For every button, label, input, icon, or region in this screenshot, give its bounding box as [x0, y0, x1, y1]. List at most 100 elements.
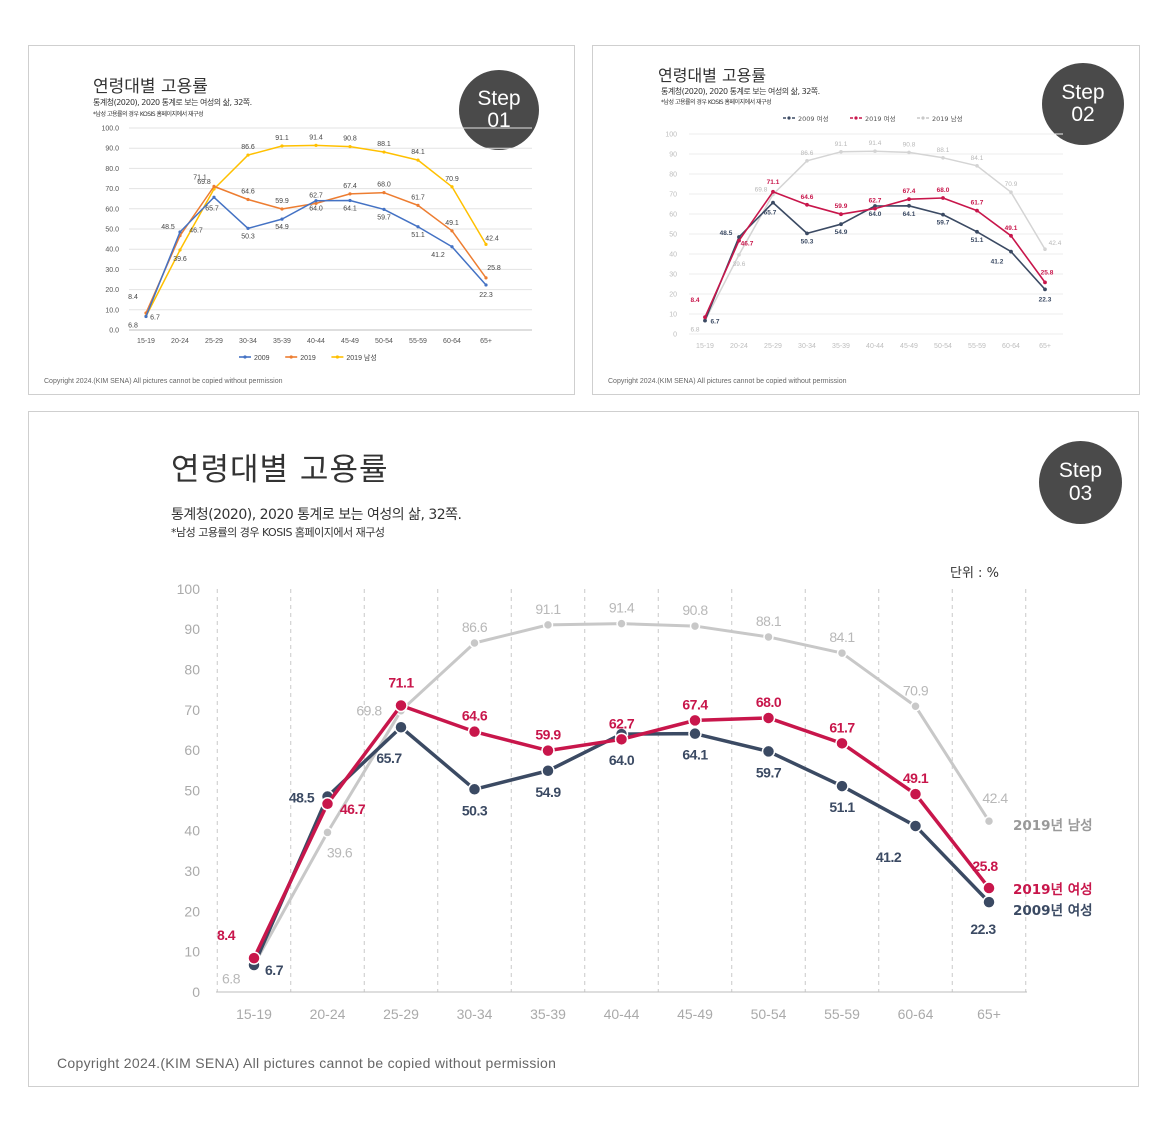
step-badge: Step 03 [1039, 441, 1122, 524]
data-label: 6.7 [150, 314, 160, 321]
data-point [908, 787, 923, 801]
data-label: 22.3 [970, 921, 996, 937]
data-label: 59.9 [835, 203, 848, 210]
y-tick-label: 60 [669, 211, 677, 218]
data-point [1009, 249, 1013, 254]
y-tick-label: 70 [669, 191, 677, 198]
data-point [247, 951, 261, 965]
data-point [763, 631, 774, 643]
data-label: 64.6 [462, 708, 488, 724]
data-label: 46.7 [340, 801, 366, 817]
data-label: 88.1 [937, 147, 950, 154]
legend-label: 2019 [300, 355, 316, 362]
data-label: 22.3 [1039, 296, 1052, 303]
data-point [983, 815, 995, 827]
data-label: 64.1 [682, 747, 708, 763]
data-label: 68.0 [937, 187, 950, 194]
copyright: Copyright 2024.(KIM SENA) All pictures c… [608, 378, 847, 385]
data-point [1009, 190, 1013, 194]
data-point [348, 192, 352, 196]
data-point [941, 212, 945, 217]
chart-subtitle: 통계청(2020), 2020 통계로 보는 여성의 삶, 32쪽. [661, 87, 820, 96]
y-tick-label: 20 [669, 291, 677, 298]
data-label: 86.6 [801, 150, 814, 157]
data-point [737, 253, 741, 257]
x-tick-label: 40-44 [307, 338, 325, 345]
x-tick-label: 55-59 [968, 343, 986, 350]
data-point [280, 207, 284, 211]
data-label: 86.6 [241, 144, 255, 151]
data-label: 64.0 [609, 752, 635, 768]
y-tick-label: 30 [669, 271, 677, 278]
x-tick-label: 40-44 [604, 1006, 640, 1022]
data-point [1043, 247, 1047, 251]
data-point [469, 637, 480, 649]
data-point [144, 314, 148, 319]
end-label-female-2019: 2019년 여성 [1013, 881, 1093, 898]
y-tick-label: 80 [184, 662, 200, 678]
data-point [178, 230, 182, 234]
x-tick-label: 35-39 [832, 343, 850, 350]
data-label: 41.2 [876, 849, 902, 865]
data-label: 41.2 [431, 252, 445, 259]
y-tick-label: 70 [184, 702, 200, 718]
data-label: 6.8 [690, 326, 699, 333]
data-point [616, 618, 627, 629]
chart-title: 연령대별 고용률 [658, 66, 767, 85]
data-point [541, 743, 555, 758]
data-label: 6.7 [265, 962, 284, 978]
data-point [805, 159, 809, 163]
step-badge: Step 02 [1042, 63, 1124, 145]
data-point [212, 184, 216, 188]
data-point [910, 701, 921, 712]
end-label-female-2009: 2009년 여성 [1013, 902, 1093, 919]
data-point [542, 619, 554, 631]
data-point [907, 197, 911, 202]
x-tick-label: 35-39 [273, 338, 291, 345]
legend-marker [243, 355, 247, 359]
data-point [761, 711, 776, 725]
data-point [467, 782, 482, 797]
data-label: 61.7 [971, 200, 984, 207]
y-tick-label: 50.0 [105, 226, 119, 233]
data-label: 65.7 [764, 210, 777, 217]
data-label: 59.9 [275, 198, 289, 205]
data-point [839, 212, 843, 217]
data-point [394, 720, 408, 734]
x-tick-label: 55-59 [824, 1006, 860, 1022]
data-label: 65.7 [376, 750, 402, 766]
data-label: 64.0 [869, 211, 882, 218]
y-tick-label: 60 [184, 742, 200, 758]
chart-step-01: 0.0 10.0 20.0 30.0 40.0 50.0 60.0 70.0 80.0 90.0 1… [101, 125, 532, 362]
data-point [348, 144, 352, 149]
data-point [246, 226, 250, 230]
y-tick-label: 40.0 [105, 247, 119, 254]
copyright: Copyright 2024.(KIM SENA) All pictures c… [57, 1055, 557, 1071]
data-point [805, 231, 809, 236]
data-label: 6.8 [128, 322, 138, 329]
step-number: 01 [487, 109, 511, 132]
data-point [450, 229, 454, 233]
data-label: 91.4 [309, 134, 323, 141]
data-label: 71.1 [767, 179, 780, 186]
x-tick-label: 50-54 [751, 1006, 787, 1022]
data-label: 25.8 [487, 265, 501, 272]
data-point [908, 819, 923, 833]
x-tick-label: 25-29 [205, 338, 223, 345]
data-label: 69.8 [755, 186, 768, 193]
y-tick-label: 100 [665, 131, 677, 138]
y-tick-label: 0 [673, 331, 677, 338]
data-label: 90.8 [682, 602, 708, 618]
data-point [484, 276, 488, 280]
x-tick-label: 60-64 [1002, 343, 1020, 350]
data-label: 49.1 [1005, 225, 1018, 232]
data-label: 64.6 [801, 194, 814, 201]
y-tick-label: 40 [669, 251, 677, 258]
data-label: 70.9 [1005, 181, 1018, 188]
y-tick-label: 100 [177, 581, 201, 597]
data-label: 25.8 [1041, 269, 1054, 276]
y-tick-label: 20.0 [105, 287, 119, 294]
legend-label: 2009 [254, 355, 270, 362]
data-label: 48.5 [289, 790, 315, 806]
data-point [416, 158, 420, 162]
